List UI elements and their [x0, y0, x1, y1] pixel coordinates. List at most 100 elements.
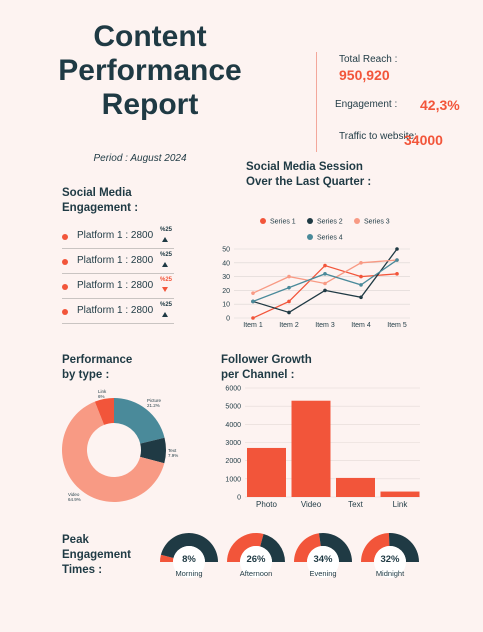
gauge-value: 8%	[182, 554, 196, 565]
engagement-title: Social Media Engagement :	[62, 186, 138, 216]
total-reach-value: 950,920	[339, 67, 390, 83]
x-tick-label: Item 1	[243, 322, 263, 329]
peak-title-line-3: Times :	[62, 564, 103, 576]
engagement-title-line-2: Engagement :	[62, 202, 139, 214]
gauge-value: 32%	[380, 554, 400, 565]
y-tick-label: 4000	[225, 422, 241, 429]
slice-value: 21.2%	[147, 403, 160, 408]
x-tick-label: Item 4	[351, 322, 371, 329]
legend-item: Series 3	[354, 218, 390, 226]
gauge-value: 26%	[246, 554, 266, 565]
y-tick-label: 2000	[225, 458, 241, 465]
platform-row: Platform 1 : 2800 %25	[62, 302, 174, 324]
gauge-center	[374, 546, 406, 578]
gauge-label: Midnight	[376, 569, 405, 578]
series-point	[287, 299, 291, 304]
platform-percent: %25	[160, 252, 173, 258]
gauge-label: Afternoon	[240, 569, 273, 578]
bullet-dot	[62, 309, 68, 315]
y-tick-label: 20	[222, 288, 230, 295]
slice-value: 6%	[98, 394, 105, 399]
engagement-value: 42,3%	[420, 97, 460, 113]
y-tick-label: 10	[222, 302, 230, 309]
peak-title: Peak Engagement Times :	[62, 533, 131, 578]
series-point	[359, 283, 363, 287]
donut-slice	[140, 437, 166, 464]
title-line-2: Performance	[58, 54, 242, 87]
series-point	[287, 274, 291, 279]
series-point	[323, 281, 327, 286]
gauge-rest-arc	[260, 534, 285, 562]
bar	[336, 477, 375, 497]
series-point	[287, 285, 291, 290]
bullet-dot	[62, 234, 68, 240]
x-tick-label: Link	[393, 500, 409, 509]
gauge-value-arc	[361, 533, 390, 562]
trend-down-icon	[162, 287, 168, 292]
series-point	[251, 291, 255, 295]
traffic-label: Traffic to website:	[339, 131, 417, 142]
y-tick-label: 3000	[225, 440, 241, 447]
legend-swatch	[354, 218, 360, 224]
report-title: Content Performance Report	[20, 20, 280, 122]
x-tick-label: Photo	[256, 500, 277, 509]
x-tick-label: Item 5	[387, 322, 407, 329]
platform-percent: %25	[160, 302, 173, 308]
legend-label: Series 3	[364, 219, 390, 226]
series-point	[395, 272, 399, 276]
gauge-label: Morning	[175, 569, 202, 578]
y-tick-label: 1000	[225, 476, 241, 483]
bar	[247, 447, 286, 497]
series-point	[395, 247, 399, 251]
y-tick-label: 6000	[225, 386, 241, 393]
peak-title-line-1: Peak	[62, 534, 89, 546]
y-tick-label: 0	[226, 316, 230, 323]
gauge-rest-arc	[319, 533, 352, 562]
bar-chart-title-line-2: per Channel :	[221, 369, 295, 381]
x-tick-label: Video	[301, 500, 322, 509]
gauge-rest-arc	[388, 533, 419, 562]
report-period: Period : August 2024	[93, 153, 187, 164]
y-tick-label: 5000	[225, 404, 241, 411]
series-point	[287, 310, 291, 315]
platform-percent: %25	[160, 277, 173, 283]
legend-label: Series 4	[317, 235, 343, 242]
series-point	[359, 295, 363, 300]
slice-name: Picture	[147, 398, 162, 403]
legend-label: Series 2	[317, 219, 343, 226]
series-point	[359, 261, 363, 265]
legend-item: Series 1	[260, 218, 296, 226]
platform-label: Platform 1 : 2800	[77, 305, 154, 316]
slice-name: Text	[168, 448, 177, 453]
series-point	[323, 263, 327, 268]
gauge-value-arc	[294, 533, 321, 562]
slice-name: Video	[68, 492, 80, 497]
slice-value: 7.9%	[168, 453, 178, 458]
platform-percent: %25	[160, 227, 173, 233]
total-reach-label: Total Reach :	[339, 54, 398, 65]
legend-item: Series 2	[307, 218, 343, 226]
y-tick-label: 40	[222, 260, 230, 267]
legend-swatch	[260, 218, 266, 224]
legend-label: Series 1	[270, 219, 296, 226]
trend-up-icon	[162, 237, 168, 242]
y-tick-label: 0	[237, 495, 241, 502]
gauge-center	[173, 546, 205, 578]
trend-up-icon	[162, 262, 168, 267]
donut-slice	[62, 401, 165, 502]
slice-value: 64.9%	[68, 497, 81, 502]
gauge-center	[240, 546, 272, 578]
x-tick-label: Item 3	[315, 322, 335, 329]
series-point	[323, 272, 327, 276]
legend-swatch	[307, 234, 313, 240]
gauge-value: 34%	[313, 554, 333, 565]
stats-divider	[316, 52, 317, 152]
series-point	[395, 258, 399, 262]
platform-row: Platform 1 : 2800 %25	[62, 252, 174, 274]
slice-name: Link	[98, 389, 107, 394]
